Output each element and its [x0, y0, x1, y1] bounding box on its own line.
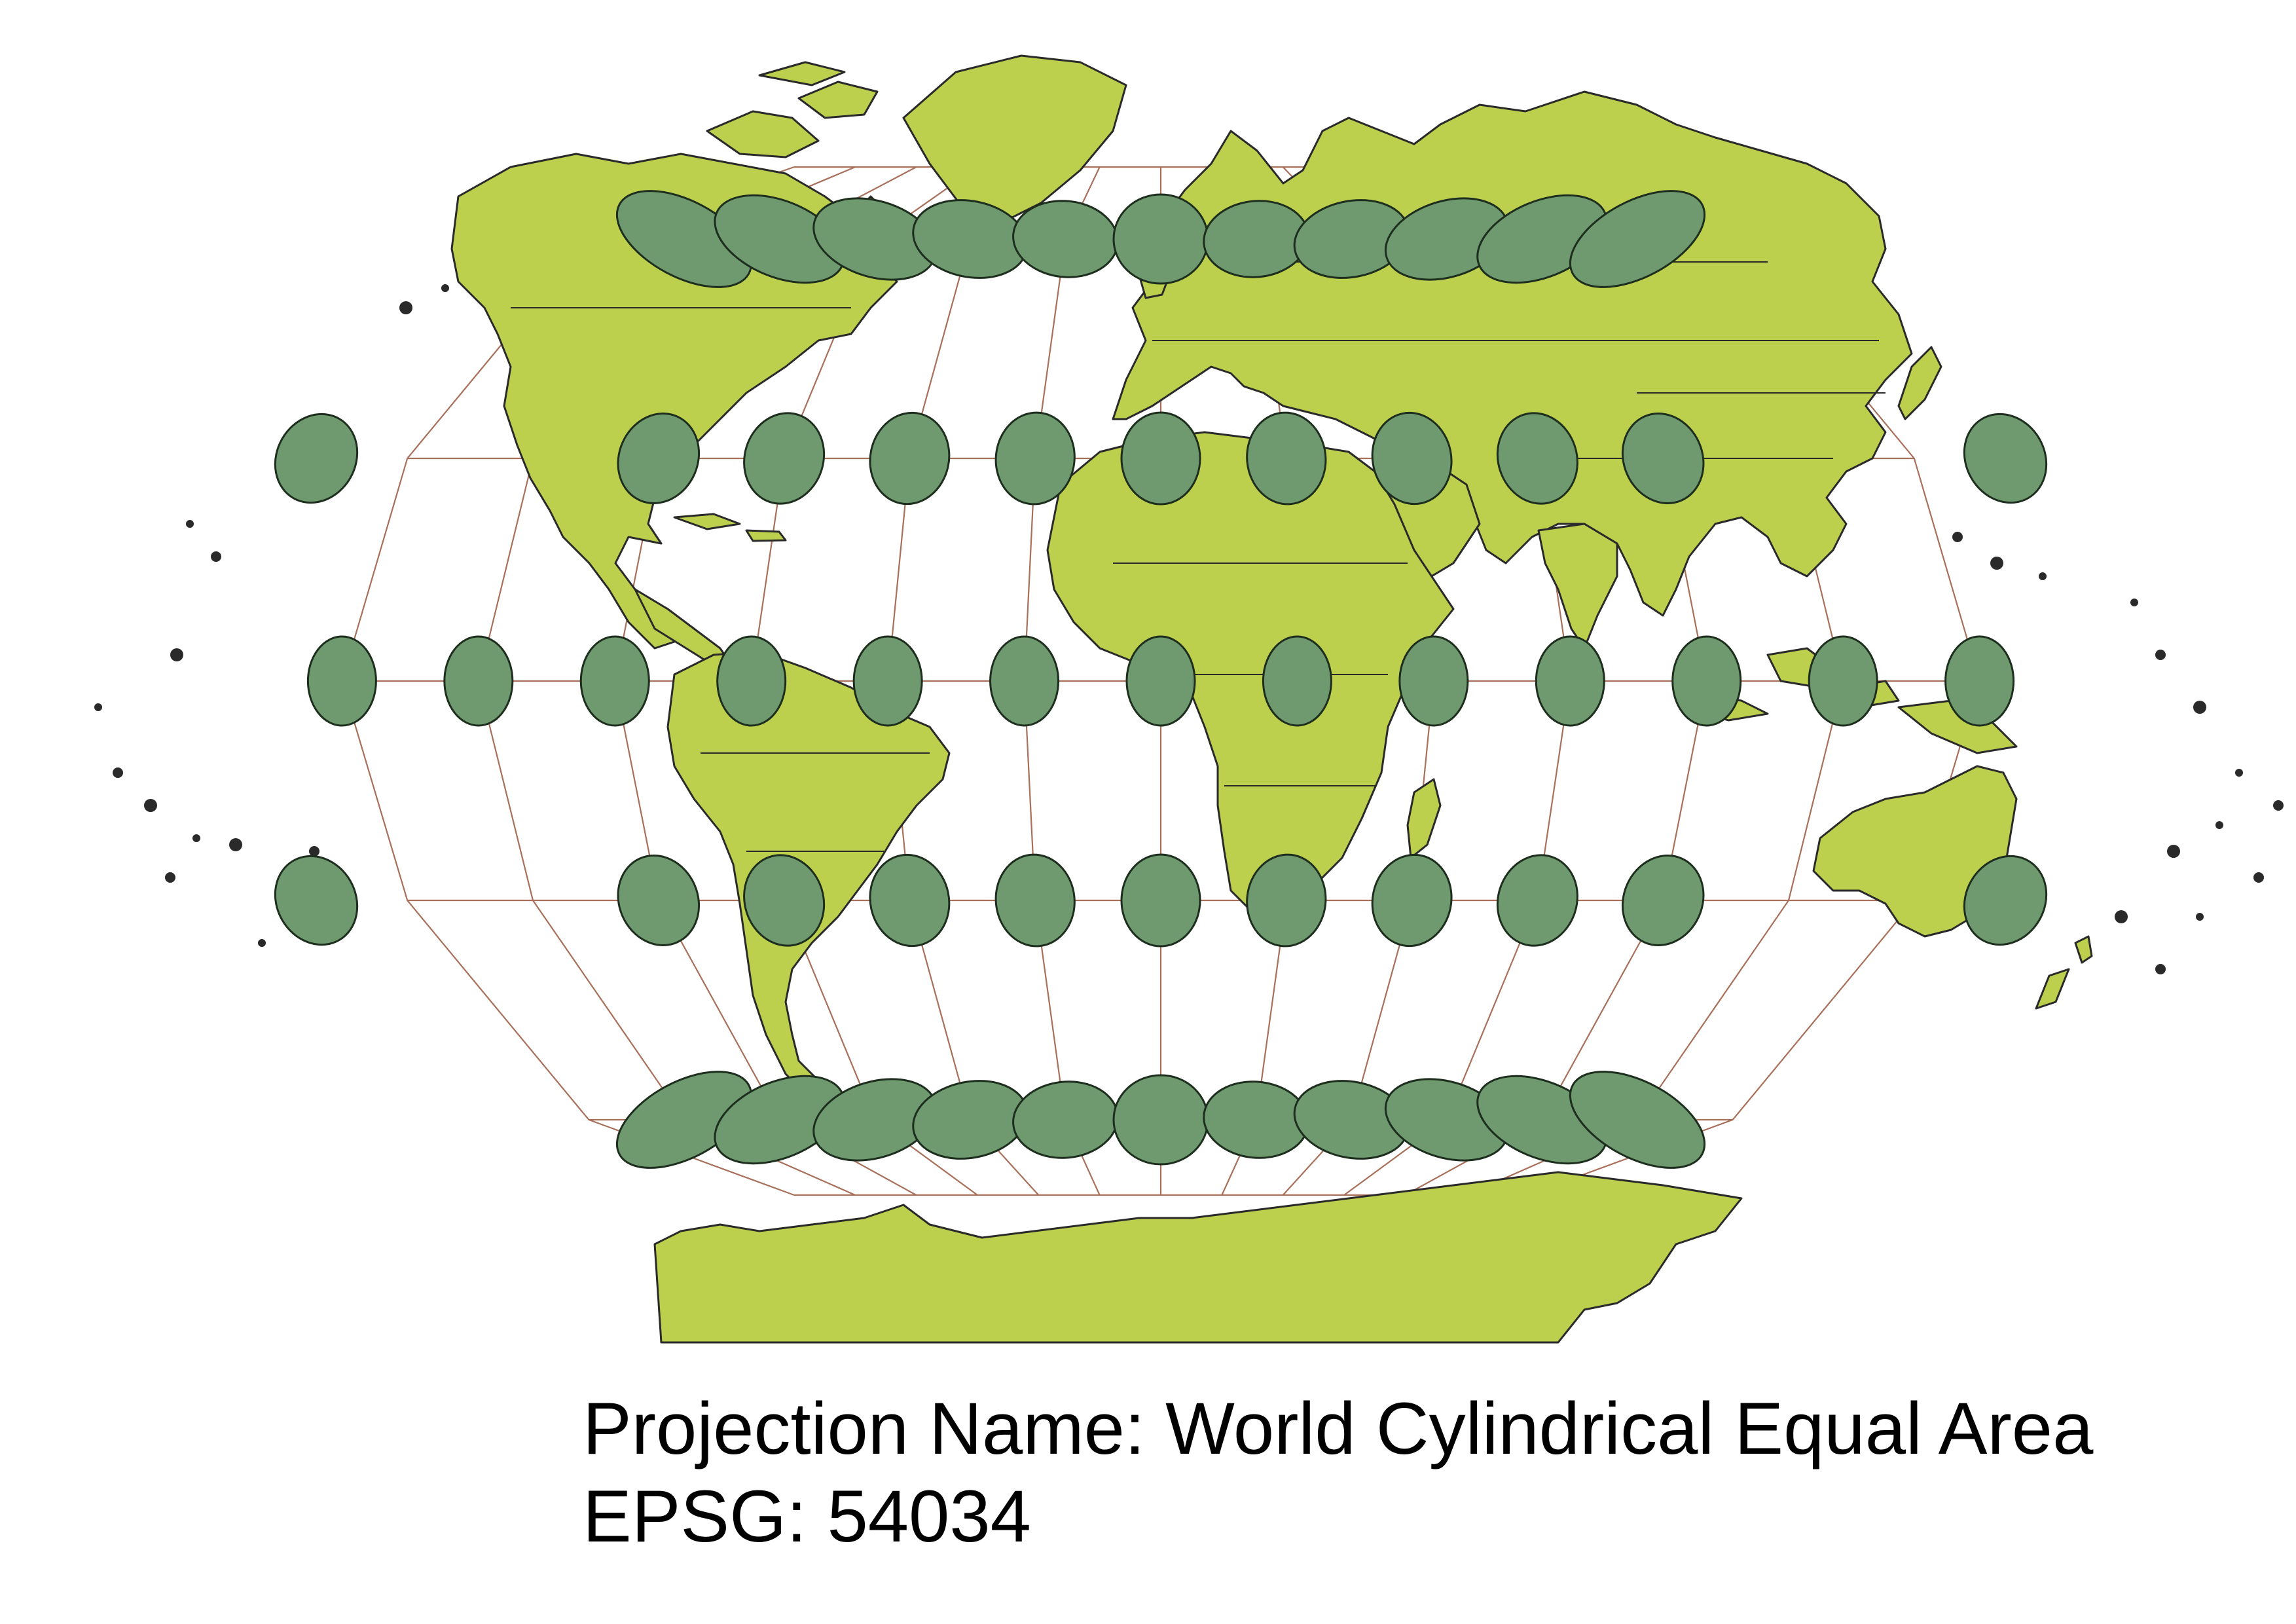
- island: [2215, 821, 2223, 829]
- island: [1952, 532, 1963, 542]
- tissot-indicatrix: [1809, 637, 1877, 726]
- tissot-indicatrix: [862, 405, 957, 511]
- antarctica: [655, 1172, 1741, 1342]
- tissot-indicatrix: [1114, 1075, 1208, 1164]
- new-zealand: [2036, 936, 2092, 1008]
- tissot-indicatrix: [259, 399, 373, 517]
- island: [2039, 572, 2047, 580]
- island: [258, 939, 266, 947]
- island: [165, 872, 175, 883]
- tissot-indicatrix: [1400, 637, 1468, 726]
- island: [2273, 800, 2284, 811]
- tissot-indicatrix: [1121, 413, 1200, 504]
- tissot-indicatrix: [718, 637, 786, 726]
- tissot-indicatrix: [1114, 194, 1208, 284]
- tissot-indicatrix: [1555, 1052, 1720, 1188]
- island: [2253, 872, 2264, 883]
- island: [2155, 650, 2166, 660]
- island: [186, 520, 194, 528]
- island: [2196, 913, 2204, 921]
- tissot-indicatrix: [1609, 843, 1718, 959]
- island: [2155, 964, 2166, 974]
- tissot-indicatrix: [1263, 637, 1331, 726]
- island: [1990, 557, 2003, 570]
- island: [113, 767, 123, 778]
- island: [2235, 769, 2243, 777]
- tissot-indicatrix: [581, 637, 649, 726]
- tissot-indicatrix: [259, 841, 373, 959]
- caribbean-islands: [674, 514, 786, 541]
- arctic-islands: [707, 62, 877, 157]
- tissot-indicatrix: [1536, 637, 1604, 726]
- tissot-indicatrix: [854, 637, 922, 726]
- tissot-indicatrix: [1948, 399, 2062, 517]
- island: [211, 551, 221, 562]
- epsg-code-label: EPSG: 54034: [583, 1473, 2093, 1560]
- island: [2130, 599, 2138, 606]
- tissot-indicatrix: [604, 843, 714, 959]
- tissot-indicatrix: [1127, 637, 1195, 726]
- greenland: [903, 56, 1126, 223]
- island: [2115, 910, 2128, 923]
- tissot-indicatrix: [1946, 637, 2014, 726]
- tissot-indicatrix: [1673, 637, 1741, 726]
- island: [192, 834, 200, 842]
- island: [170, 648, 183, 661]
- tissot-indicatrix: [733, 403, 835, 514]
- island: [2193, 701, 2206, 714]
- india: [1539, 524, 1617, 648]
- caption: Projection Name: World Cylindrical Equal…: [583, 1385, 2093, 1560]
- island: [229, 838, 242, 851]
- tissot-indicatrix: [1010, 1077, 1121, 1162]
- island: [399, 301, 412, 314]
- madagascar: [1408, 779, 1440, 858]
- island: [441, 284, 449, 292]
- projection-name-label: Projection Name: World Cylindrical Equal…: [583, 1385, 2093, 1473]
- island: [309, 846, 319, 857]
- tissot-indicatrix: [1121, 855, 1200, 946]
- tissot-indicatrix: [991, 637, 1059, 726]
- tissot-indicatrix: [1364, 847, 1459, 953]
- island: [2167, 845, 2180, 858]
- tissot-indicatrix: [1486, 845, 1589, 956]
- island: [94, 703, 102, 711]
- island: [144, 799, 157, 812]
- africa: [1048, 432, 1453, 910]
- tissot-indicatrix: [445, 637, 513, 726]
- tissot-indicatrix: [991, 851, 1079, 950]
- tissot-indicatrix: [308, 637, 376, 726]
